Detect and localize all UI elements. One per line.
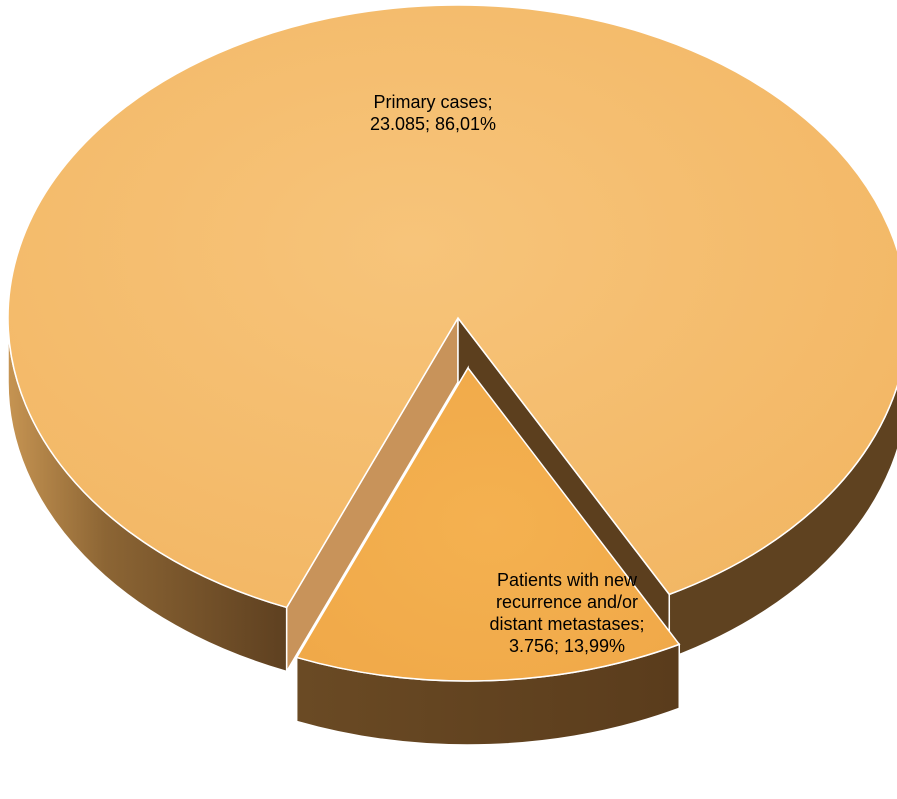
recurrence-label: Patients with new recurrence and/or distan… xyxy=(489,570,644,656)
small-slice xyxy=(295,366,681,682)
primary-cases-label: Primary cases; 23.085; 86,01% xyxy=(370,92,496,134)
data-label-line: distant metastases; xyxy=(489,614,644,634)
data-label-line: recurrence and/or xyxy=(496,592,638,612)
data-label-line: Primary cases; xyxy=(373,92,492,112)
main-slice xyxy=(7,4,897,609)
data-label-line: Patients with new xyxy=(497,570,638,590)
data-label-line: 23.085; 86,01% xyxy=(370,114,496,134)
data-label-line: 3.756; 13,99% xyxy=(509,636,625,656)
